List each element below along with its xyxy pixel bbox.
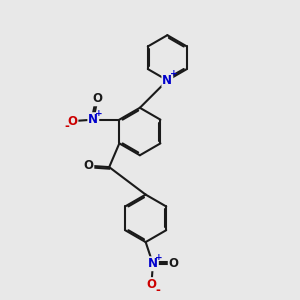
Text: N: N [88,113,98,126]
Text: -: - [64,120,69,134]
Text: +: + [170,70,178,79]
Text: O: O [169,257,179,270]
Text: N: N [162,74,172,87]
Text: O: O [83,159,93,172]
Text: O: O [68,115,77,128]
Text: O: O [93,92,103,105]
Text: N: N [148,257,158,270]
Text: O: O [146,278,156,291]
Text: +: + [155,254,163,262]
Text: -: - [155,284,160,297]
Text: +: + [95,110,103,118]
